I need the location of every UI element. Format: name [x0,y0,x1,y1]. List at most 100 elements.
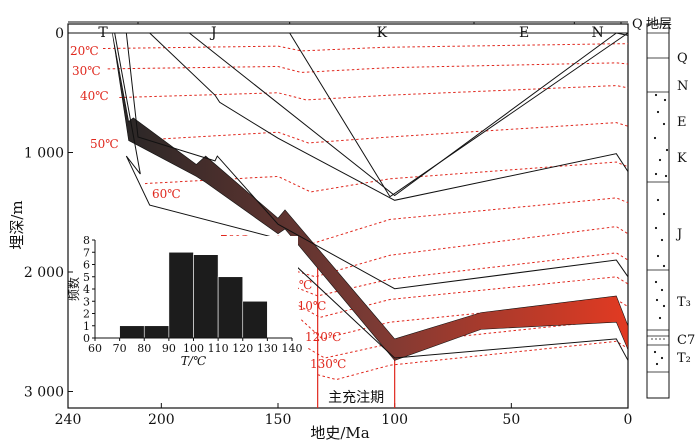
histogram-y-tick-label: 2 [83,308,90,321]
histogram-bar [168,251,194,339]
plot-frame [67,23,629,409]
histogram-x-tick-label: 70 [113,342,127,355]
lithology-dot [658,158,662,162]
isotherm-line [102,43,628,52]
lithology-dot [662,212,666,216]
lithology-dot [654,93,658,97]
burial-curve [289,32,629,198]
histogram-x-tick-label: 80 [137,342,151,355]
histogram-x-tick-label: 110 [208,342,229,355]
lithology-dot [656,254,660,258]
lithology-dot [654,280,658,284]
strat-unit-label: T₂ [677,351,691,366]
lithology-dot [654,172,658,176]
isotherm-label: 60℃ [152,187,181,201]
isotherm-label: 40℃ [80,89,109,103]
isotherm-line [277,226,629,278]
y-tick-label: 3 000 [24,385,64,401]
lithology-dot [660,238,664,242]
burial-curve [189,32,629,197]
isotherm-label: 120℃ [305,330,341,344]
isotherm-line [254,197,629,247]
histogram-bar [242,300,268,339]
histogram-x-tick-label: 140 [282,342,303,355]
histogram-bar [193,254,219,339]
lithology-dot [663,98,667,102]
strat-unit-label: T₃ [677,295,691,310]
histogram-x-tick-label: 120 [232,342,253,355]
y-tick-label: 0 [55,26,64,42]
strat-header: 地层 [646,17,672,32]
histogram-y-label: 频数 [66,277,81,301]
lithology-dot [658,316,662,320]
lithology-dot [656,198,660,202]
histogram-y-tick-label: 1 [83,320,90,333]
lithology-dot [660,288,664,292]
strat-unit-label: K [677,151,687,166]
x-tick-label: 0 [624,412,633,428]
histogram-bar [217,276,244,339]
isotherm-label: 20℃ [70,44,99,58]
lithology-dot [654,226,658,230]
y-tick-label: 2 000 [24,265,64,281]
histogram-y-tick-label: 0 [83,332,90,345]
histogram-y-tick-label: 8 [83,234,90,247]
isotherm-line [317,340,629,381]
histogram-x-tick-label: 90 [162,342,176,355]
lithology-dot [662,264,666,268]
x-tick-label: 240 [55,412,82,428]
lithology-dot [655,298,659,302]
target-layer-band [112,32,629,361]
histogram-y-tick-label: 3 [83,295,90,308]
histogram-y-tick-label: 5 [83,271,90,284]
strat-unit-label: Q [677,51,688,66]
isotherm-label: 30℃ [72,64,101,78]
isotherm-line [119,85,629,101]
histogram-y-tick-label: 4 [83,283,90,296]
isotherm-line [300,298,629,340]
strat-unit-label: J [675,227,682,242]
lithology-dot [665,148,669,152]
x-tick-label: 150 [265,412,292,428]
histogram-x-label: T/℃ [181,354,207,368]
strat-unit-label: N [677,79,688,94]
lithology-dot [664,174,668,178]
isotherm-line [287,252,629,297]
histogram-x-tick-label: 100 [183,342,204,355]
x-tick-label: 200 [148,412,175,428]
x-axis-label: 地史/Ma [310,424,369,440]
lithology-dot [653,350,657,354]
y-tick-label: 1 000 [24,146,64,162]
strat-q-top-label: Q [632,17,643,32]
strat-unit-label: C7 [677,333,695,348]
isotherm-line [133,122,629,144]
histogram-x-tick-label: 60 [88,342,102,355]
burial-curve [125,32,629,290]
strat-column-frame [646,23,670,399]
burial-curve [149,32,629,201]
isotherm-line [294,276,629,318]
x-tick-label: 100 [381,412,408,428]
histogram-bar [143,325,170,339]
y-axis-label: 埋深/m [8,200,26,249]
lithology-dot [662,122,666,126]
charge-event-label: 主充注期 [328,390,384,406]
isotherm-label: 50℃ [90,137,119,151]
isotherm-label: 130℃ [310,357,346,371]
lithology-dot [660,356,664,360]
histogram-x-tick-label: 130 [257,342,278,355]
lithology-dot [655,362,659,366]
lithology-dot [656,110,660,114]
x-tick-label: 50 [502,412,520,428]
lithology-dot [653,136,657,140]
strat-unit-label: E [677,115,687,130]
isotherm-line [107,62,629,73]
isotherm-layer: 20℃30℃40℃50℃60℃70℃80℃90℃100℃110℃120℃130℃… [70,43,629,408]
isotherm-line [144,161,629,193]
histogram-bar [119,325,145,339]
histogram-y-tick-label: 7 [83,246,90,259]
